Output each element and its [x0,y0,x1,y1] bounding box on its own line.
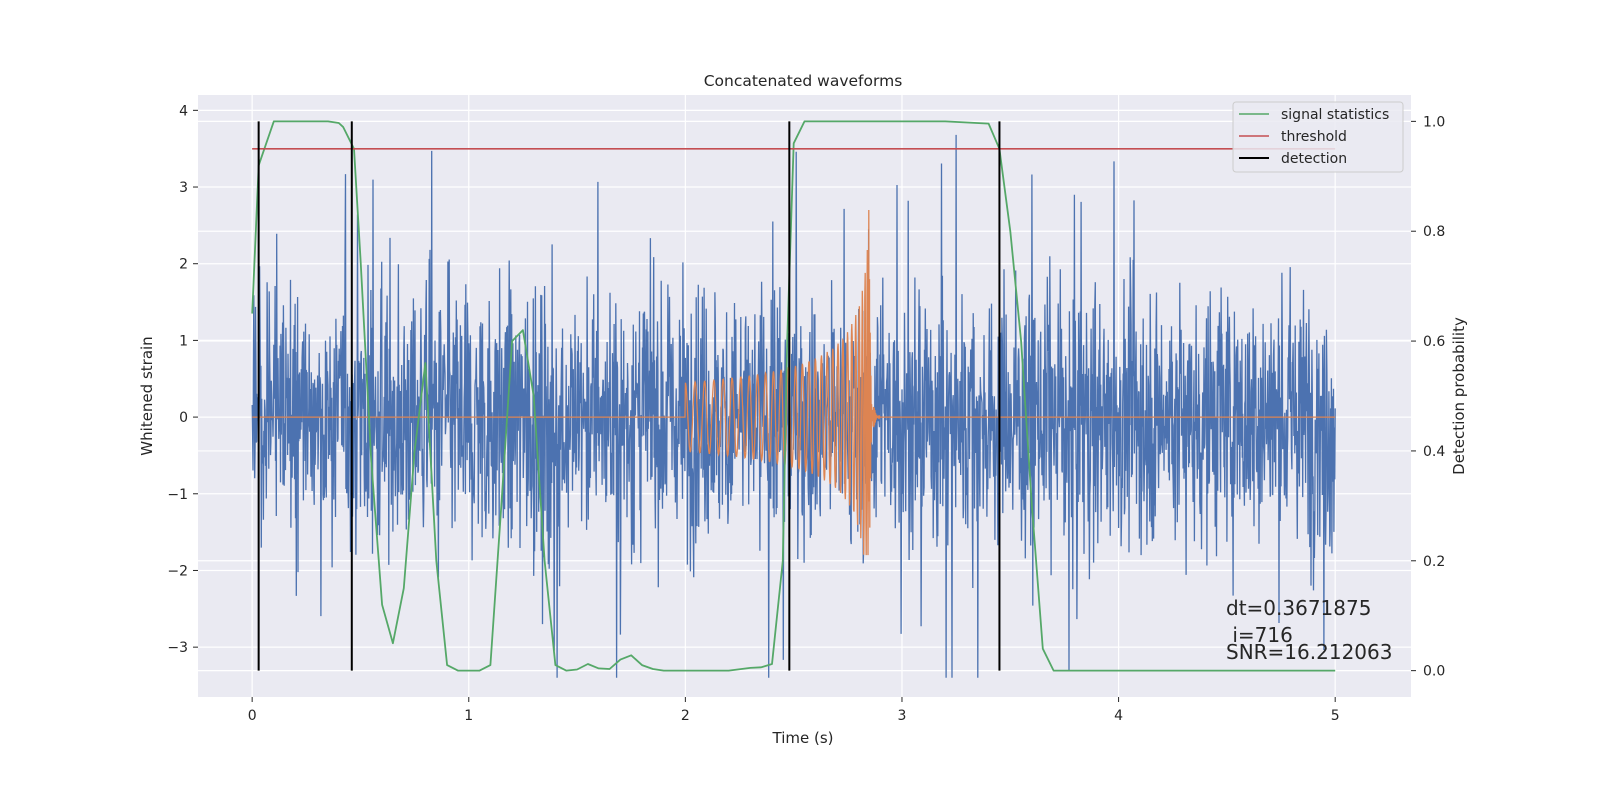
legend-box [1232,101,1404,173]
legend-label-detection: detection [1281,151,1347,167]
y-right-tick-label: 0.0 [1423,664,1445,680]
x-tick-label: 2 [681,708,690,724]
y-right-tick-label: 0.8 [1423,224,1445,240]
statistic-series [251,120,1336,672]
y-right-tick-label: 1.0 [1423,114,1445,130]
y-right-tick-label: 0.4 [1423,444,1445,460]
y-tick-label: −1 [167,487,188,503]
legend: signal statistics threshold detection [1232,101,1404,173]
x-tick-label: 4 [1114,708,1123,724]
template-series [252,209,1336,556]
y-tick-label: 2 [179,257,188,273]
template-line [252,209,1336,556]
annotation: dt=0.3671875 i=716 SNR=16.212063 [1226,596,1392,664]
x-tick-label: 0 [248,708,257,724]
y-tick-label: 1 [179,333,188,349]
y-tick-label: 4 [179,103,188,119]
y-right-tick-label: 0.6 [1423,334,1445,350]
legend-label-statistic: signal statistics [1281,107,1389,123]
annotation-snr: SNR=16.212063 [1226,640,1392,664]
statistic-line [251,120,1336,672]
x-tick-label: 3 [898,708,907,724]
annotation-dt: dt=0.3671875 [1226,596,1371,620]
y-tick-label: 0 [179,410,188,426]
detection-series [257,121,1001,671]
y-right-tick-label: 0.2 [1423,554,1445,570]
x-tick-label: 5 [1331,708,1340,724]
chart-title: Concatenated waveforms [704,72,903,90]
x-axis-label: Time (s) [772,729,834,747]
annotation-index: i=716 [1226,623,1293,647]
legend-label-threshold: threshold [1281,129,1347,145]
y-tick-label: −2 [167,563,188,579]
x-tick-label: 1 [464,708,473,724]
y-tick-label: 3 [179,180,188,196]
strain-line [251,134,1336,678]
strain-series [251,134,1336,678]
y-axis-right-label: Detection probability [1450,317,1468,475]
y-tick-label: −3 [167,640,188,656]
y-axis-label: Whitened strain [138,336,156,455]
axis-ticks: 0 1 2 3 4 5 −3 −2 −1 0 1 2 3 4 0.0 0.2 0.4 0.6 0.8 1.0 [167,103,1445,724]
